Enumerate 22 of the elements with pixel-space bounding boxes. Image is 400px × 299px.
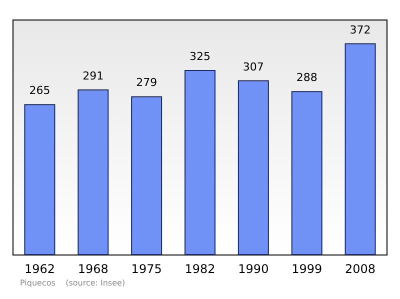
data-label: 325: [190, 50, 210, 64]
bar: [184, 70, 216, 255]
x-tick-label: 1982: [184, 262, 216, 276]
text: Piquecos (source: Insee): [20, 278, 126, 288]
data-label: 307: [242, 60, 264, 74]
data-label: 279: [136, 76, 158, 90]
bar: [344, 43, 376, 255]
x-tick-label: 1962: [24, 262, 55, 276]
bar: [24, 104, 56, 255]
data-label: 265: [29, 84, 50, 98]
bar: [238, 80, 269, 255]
data-label: 291: [82, 69, 104, 82]
data-label: 372: [350, 23, 371, 36]
x-tick-label: 1999: [292, 262, 322, 276]
x-tick-label: 1975: [131, 262, 162, 276]
x-tick-label: 1990: [238, 262, 269, 276]
bar: [131, 96, 162, 255]
bar: [78, 89, 109, 255]
bar: [291, 91, 322, 255]
x-tick-label: 2008: [345, 262, 376, 276]
data-label: 288: [296, 71, 318, 84]
x-tick-label: 1968: [78, 262, 108, 276]
